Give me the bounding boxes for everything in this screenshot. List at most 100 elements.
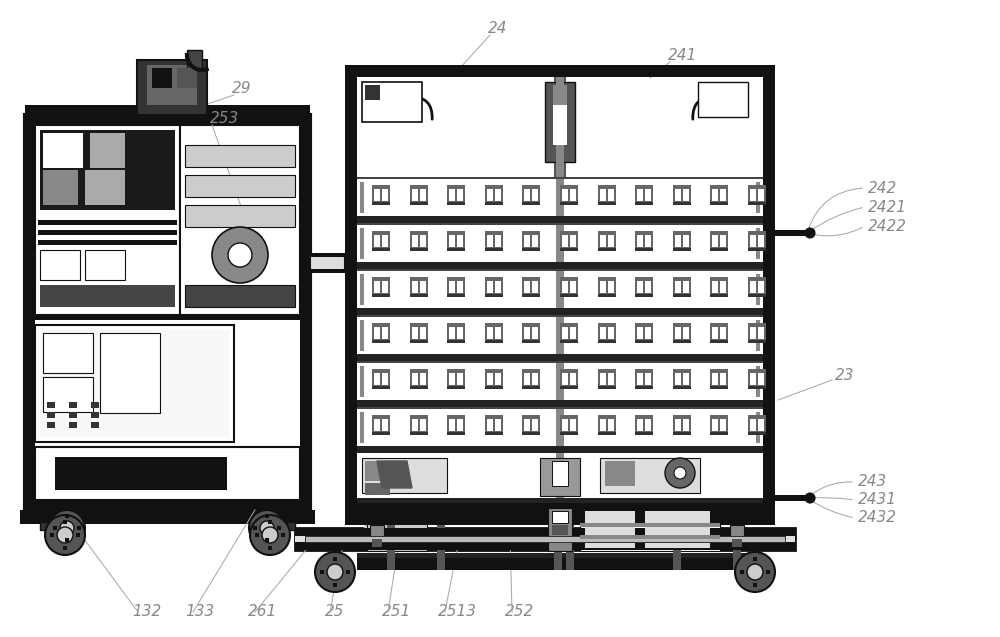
Bar xyxy=(560,386,578,389)
Bar xyxy=(374,189,380,201)
Bar xyxy=(372,323,390,343)
Bar xyxy=(748,369,766,389)
Bar xyxy=(91,422,99,428)
Bar xyxy=(750,189,756,201)
Bar xyxy=(758,235,764,247)
Circle shape xyxy=(228,243,252,267)
Bar xyxy=(748,294,766,297)
Bar xyxy=(38,240,177,245)
Bar xyxy=(740,570,744,574)
Bar xyxy=(485,294,503,297)
Bar xyxy=(357,498,763,503)
Bar xyxy=(495,189,501,201)
Bar xyxy=(77,526,81,530)
Bar xyxy=(372,415,390,435)
Bar xyxy=(457,327,463,339)
Bar xyxy=(253,526,257,530)
Text: 2422: 2422 xyxy=(868,218,907,234)
Bar xyxy=(495,327,501,339)
Bar xyxy=(712,327,718,339)
Bar xyxy=(147,65,197,105)
Bar xyxy=(410,248,428,251)
Bar xyxy=(410,323,428,343)
Bar xyxy=(357,269,763,271)
Bar xyxy=(357,453,763,503)
Text: 2421: 2421 xyxy=(868,199,907,215)
Bar xyxy=(635,323,653,343)
Bar xyxy=(63,546,67,550)
Bar xyxy=(333,557,337,561)
Bar xyxy=(357,446,763,453)
Bar xyxy=(710,369,728,389)
Text: 133: 133 xyxy=(185,605,214,620)
Bar xyxy=(449,327,455,339)
Bar xyxy=(532,281,538,293)
Bar xyxy=(485,202,503,205)
Bar xyxy=(65,514,69,518)
Bar xyxy=(410,432,428,435)
Bar xyxy=(605,461,635,486)
Bar xyxy=(367,508,427,551)
Bar xyxy=(447,277,465,297)
Polygon shape xyxy=(362,508,427,548)
Bar xyxy=(25,115,310,125)
Bar xyxy=(748,277,766,297)
Bar xyxy=(733,513,741,570)
Bar xyxy=(635,248,653,251)
Bar xyxy=(177,68,197,88)
Bar xyxy=(295,528,795,550)
Bar xyxy=(185,205,295,227)
Bar xyxy=(382,327,388,339)
Bar xyxy=(281,533,285,537)
Bar xyxy=(545,82,575,162)
Bar xyxy=(487,419,493,431)
Bar xyxy=(372,432,390,435)
Bar xyxy=(522,323,540,343)
Bar xyxy=(91,402,99,408)
Bar xyxy=(382,373,388,385)
Bar xyxy=(710,202,728,205)
Bar xyxy=(758,327,764,339)
Bar xyxy=(357,503,763,558)
Bar xyxy=(382,419,388,431)
Text: 25: 25 xyxy=(325,605,345,620)
Bar xyxy=(683,189,689,201)
Bar xyxy=(560,415,578,435)
Bar xyxy=(345,65,357,525)
Bar xyxy=(673,248,691,251)
Bar xyxy=(447,432,465,435)
Bar xyxy=(756,366,760,397)
Bar xyxy=(720,235,726,247)
Circle shape xyxy=(747,564,763,580)
Bar xyxy=(673,231,691,251)
Text: 2432: 2432 xyxy=(858,510,897,526)
Bar xyxy=(524,327,530,339)
Bar xyxy=(40,130,175,210)
Bar xyxy=(43,133,83,168)
Bar xyxy=(720,189,726,201)
Circle shape xyxy=(262,527,278,543)
Bar xyxy=(608,281,614,293)
Bar xyxy=(410,386,428,389)
Bar xyxy=(40,250,80,280)
Bar xyxy=(410,185,428,205)
Bar xyxy=(522,277,540,297)
Bar xyxy=(635,231,653,251)
Circle shape xyxy=(49,510,85,546)
Bar xyxy=(720,419,726,431)
Bar xyxy=(372,277,390,297)
Bar xyxy=(673,340,691,343)
Bar xyxy=(683,281,689,293)
Bar xyxy=(372,231,390,251)
Bar xyxy=(675,373,681,385)
Bar xyxy=(412,419,418,431)
Bar xyxy=(522,415,540,435)
Bar xyxy=(412,189,418,201)
Bar xyxy=(710,248,728,251)
Bar xyxy=(43,170,78,205)
Bar xyxy=(522,386,540,389)
Bar xyxy=(374,281,380,293)
Bar xyxy=(673,369,691,389)
Bar xyxy=(710,277,728,297)
Bar xyxy=(748,323,766,343)
